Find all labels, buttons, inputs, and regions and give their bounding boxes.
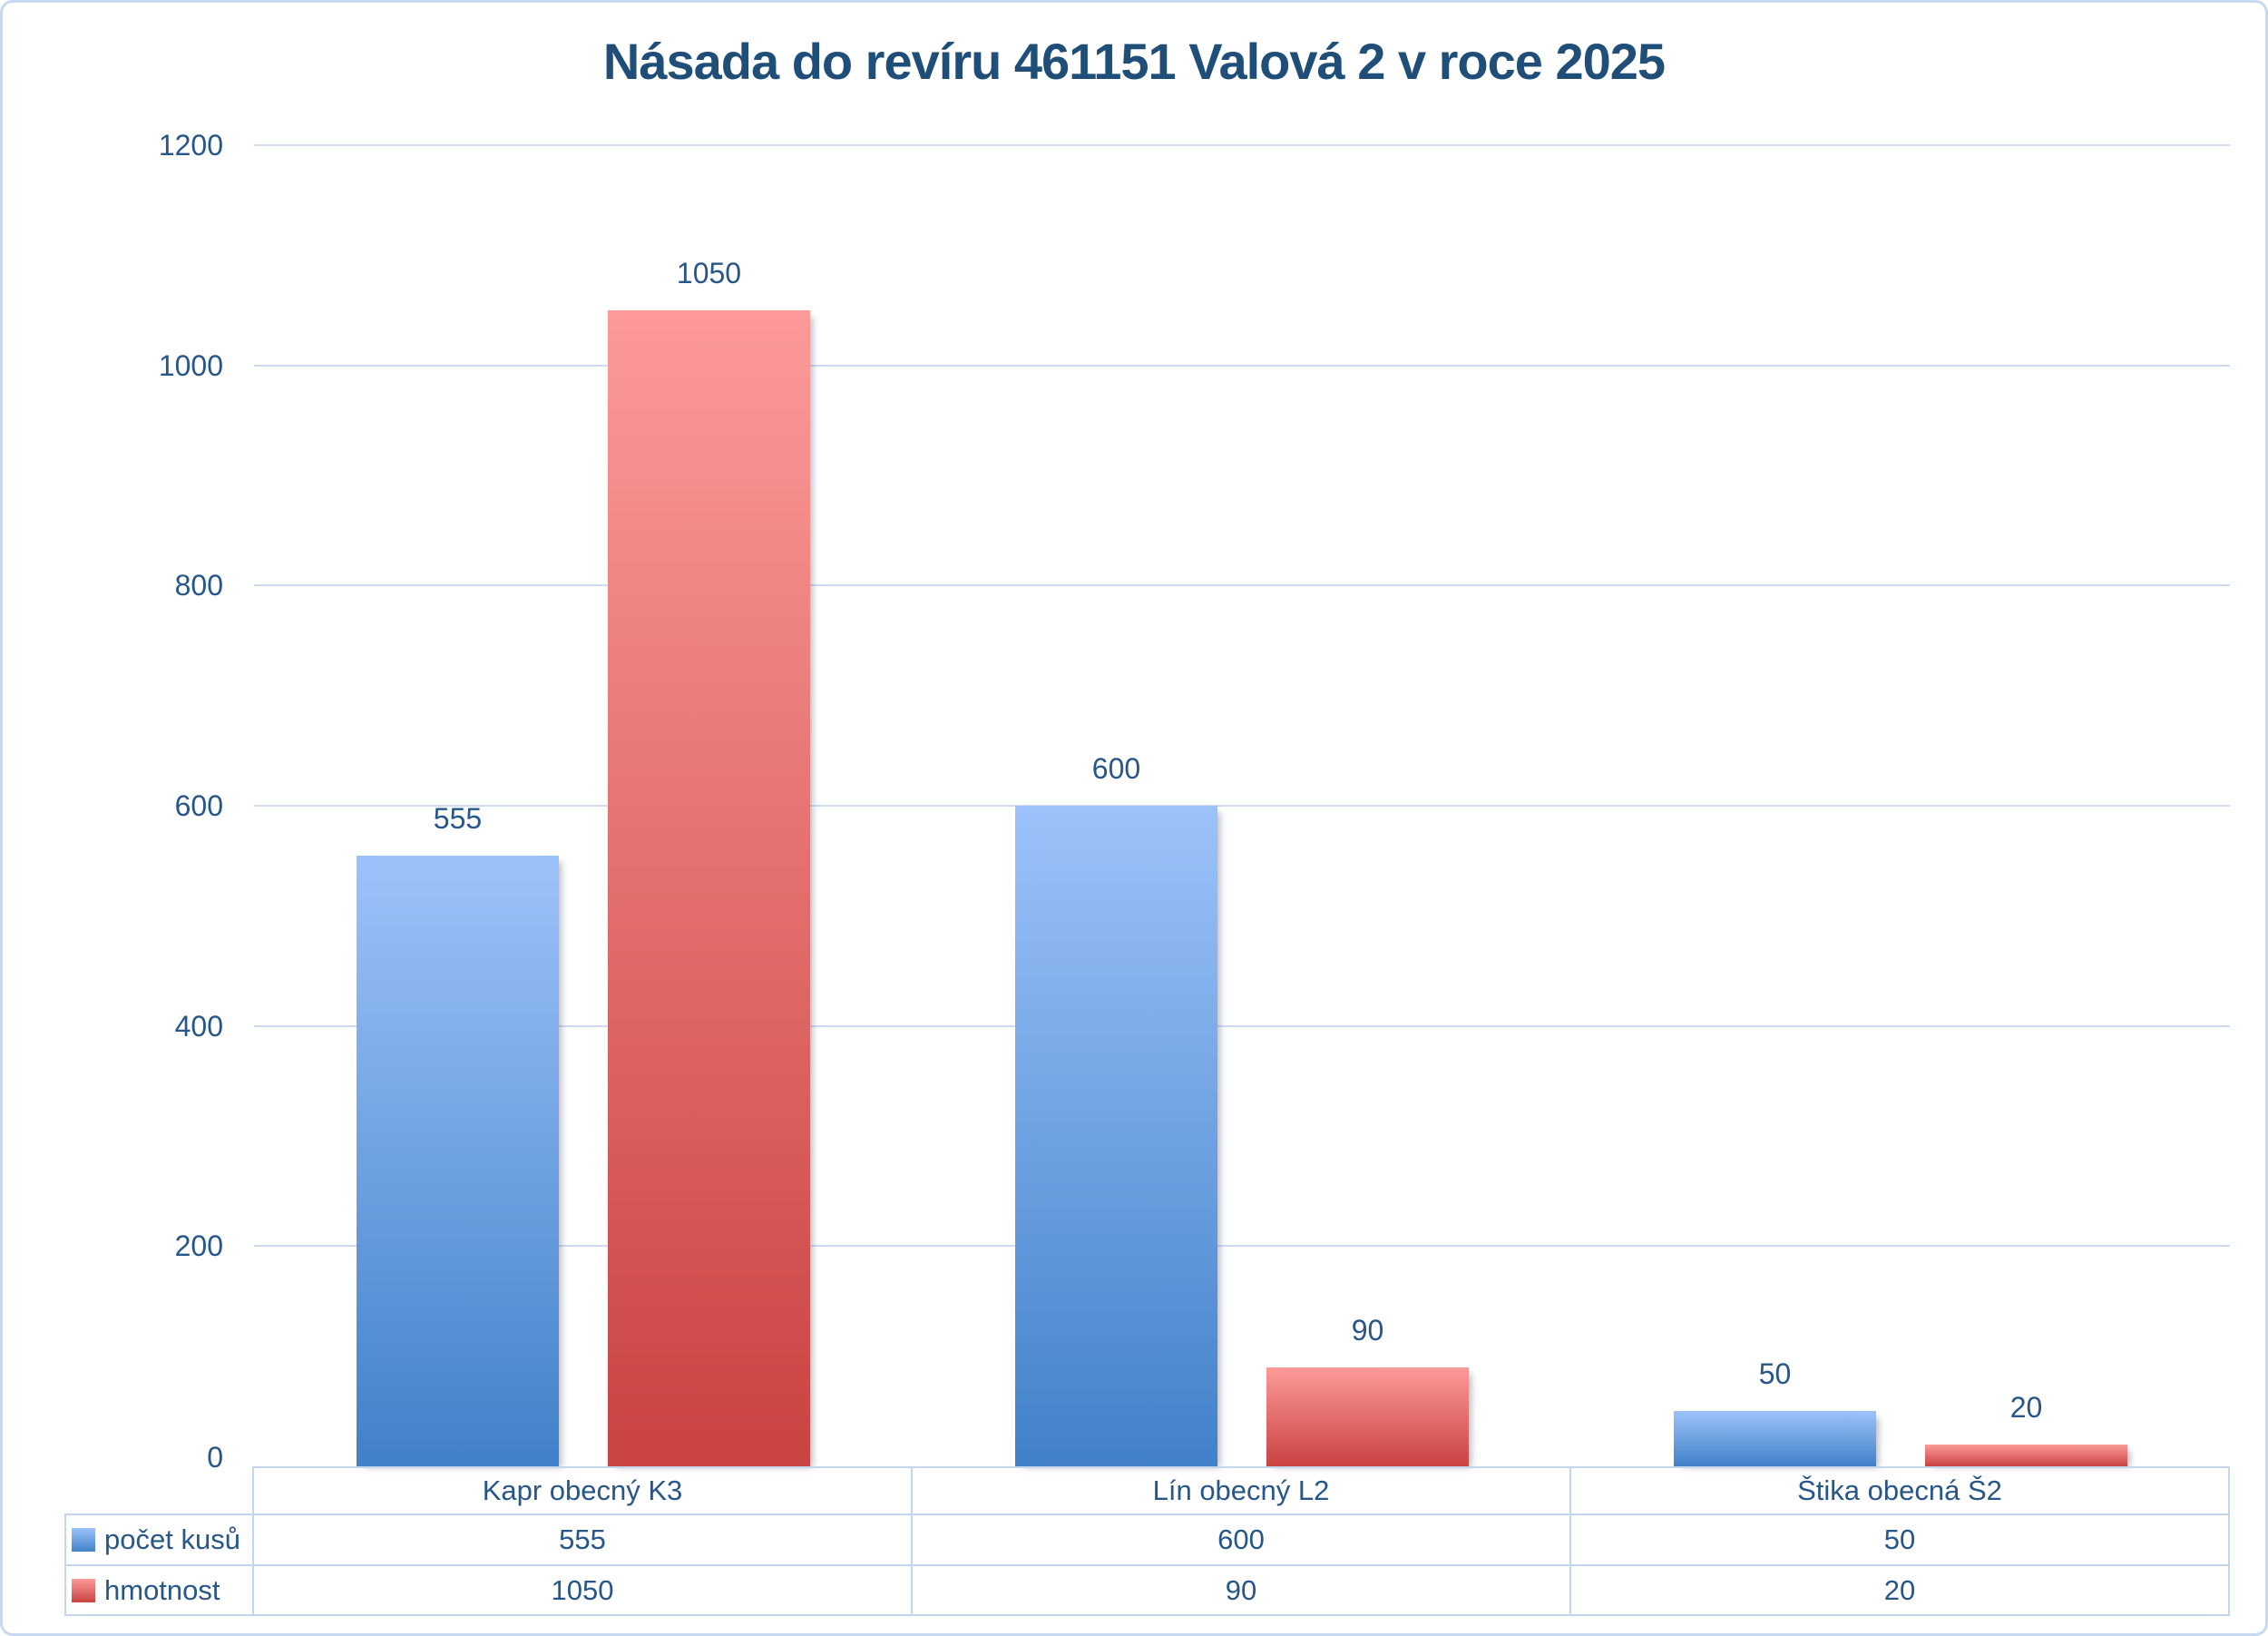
table-category-header: Kapr obecný K3 [254,1466,913,1515]
bar-group: 600 90 [913,145,1571,1466]
y-axis-tick-label: 400 [174,1010,223,1043]
y-axis-tick-label: 600 [174,789,223,822]
bar-value-label: 50 [1758,1357,1792,1390]
bar-value-label: 555 [433,802,483,835]
bar-red [1925,1445,2127,1466]
y-axis-tick-label: 0 [207,1441,223,1474]
gridline [254,144,2230,146]
legend-label: hmotnost [104,1573,220,1606]
legend-item-red: hmotnost [64,1566,254,1616]
gridline [254,584,2230,586]
y-axis-tick-label: 1000 [158,349,223,382]
table-category-header: Štika obecná Š2 [1571,1466,2230,1515]
table-category-header: Lín obecný L2 [913,1466,1571,1515]
gridline [254,1025,2230,1027]
bar-group: 50 20 [1571,145,2230,1466]
gridline [254,805,2230,807]
table-value-cell: 600 [913,1515,1571,1566]
y-axis-tick-label: 1200 [158,129,223,162]
gridline [254,365,2230,367]
bar-value-label: 1050 [676,257,742,289]
table-value-cell: 20 [1571,1566,2230,1616]
table-value-cell: 90 [913,1566,1571,1616]
table-value-cell: 50 [1571,1515,2230,1566]
bar-group: 555 1050 [254,145,913,1466]
table-corner-cell [64,1466,254,1515]
bar-blue [357,856,559,1466]
chart-title: Násada do revíru 461151 Valová 2 v roce … [602,33,1666,90]
gridline [254,1245,2230,1247]
table-value-cell: 1050 [254,1566,913,1616]
plot-area: 555 1050 600 90 50 20 [254,144,2230,1466]
y-axis-tick-label: 800 [174,569,223,602]
bar-value-label: 90 [1351,1314,1384,1347]
legend-item-blue: počet kusů [64,1515,254,1566]
table-value-cell: 555 [254,1515,913,1566]
bar-blue [1015,806,1217,1466]
data-table: Kapr obecný K3 Lín obecný L2 Štika obecná … [64,1466,2230,1616]
bar-value-label: 20 [2009,1391,2043,1424]
legend-swatch-red [72,1578,95,1602]
bar-value-label: 600 [1091,752,1141,785]
legend-label: počet kusů [104,1523,240,1555]
bar-red [608,310,810,1466]
y-axis-tick-label: 200 [174,1229,223,1262]
bar-red [1266,1367,1469,1466]
legend-swatch-blue [72,1528,95,1552]
bar-blue [1674,1411,1876,1466]
